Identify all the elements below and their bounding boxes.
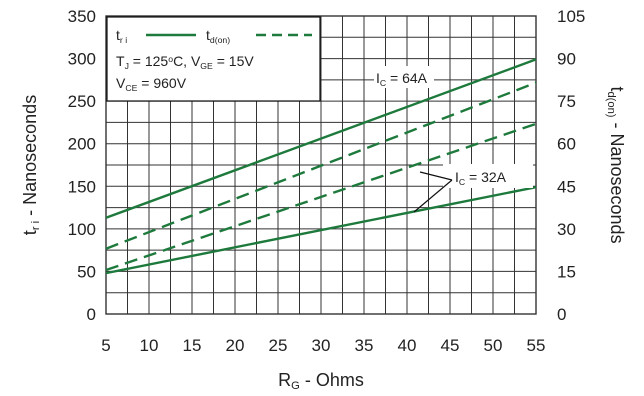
- x-tick-label: 10: [140, 336, 159, 355]
- annotation-background: [374, 66, 434, 88]
- x-tick-label: 35: [355, 336, 374, 355]
- annotations: IC = 64A IC = 32A: [374, 66, 533, 213]
- x-tick-label: 5: [101, 336, 110, 355]
- annotation-leader-line: [413, 179, 453, 213]
- legend: tr i td(on) TJ = 125oC, VGE = 15V VCE = 960…: [106, 16, 321, 102]
- y-left-tick-label: 150: [68, 177, 96, 196]
- series-lines: [105, 58, 537, 275]
- y-right-axis-title: td(on) - Nanoseconds: [605, 86, 627, 243]
- y-left-tick-label: 50: [77, 262, 96, 281]
- y-left-tick-label: 200: [68, 135, 96, 154]
- x-tick-label: 55: [527, 336, 546, 355]
- annotation-ic-64a: IC = 64A: [376, 70, 428, 88]
- legend-conditions-line: VCE = 960V: [116, 75, 187, 93]
- y-left-tick-label: 300: [68, 50, 96, 69]
- y-right-tick-label: 105: [557, 7, 585, 26]
- x-tick-label: 40: [398, 336, 417, 355]
- y-right-tick-label: 0: [557, 305, 566, 324]
- y-right-tick-label: 45: [557, 177, 576, 196]
- legend-label-tri: tr i: [116, 27, 127, 45]
- annotation-ic-32a: IC = 32A: [455, 169, 507, 187]
- y-right-tick-label: 60: [557, 135, 576, 154]
- y-right-tick-label: 75: [557, 92, 576, 111]
- axis-titles: RG - Ohms tr i - Nanoseconds td(on) - Nano…: [20, 86, 627, 392]
- y-left-tick-label: 250: [68, 92, 96, 111]
- plot-frame: [105, 15, 537, 315]
- series-line-1: [105, 58, 537, 219]
- y-right-tick-label: 15: [557, 262, 576, 281]
- y-left-tick-label: 350: [68, 7, 96, 26]
- annotation-background: [443, 164, 533, 188]
- x-tick-label: 30: [312, 336, 331, 355]
- annotation-leader-line: [419, 171, 453, 181]
- y-left-axis-title: tr i - Nanoseconds: [20, 95, 42, 235]
- legend-conditions-line: TJ = 125oC, VGE = 15V: [116, 53, 254, 71]
- x-tick-label: 15: [183, 336, 202, 355]
- x-tick-label: 50: [484, 336, 503, 355]
- y-right-tick-label: 30: [557, 220, 576, 239]
- y-left-tick-label: 0: [87, 305, 96, 324]
- legend-label-tdon: td(on): [206, 27, 230, 45]
- legend-box: [106, 16, 321, 102]
- tick-labels: 5 10 15 20 25 30 35 40 45 50 550501001502002503003…: [68, 7, 586, 355]
- series-line-4: [105, 122, 537, 272]
- y-right-tick-label: 90: [557, 50, 576, 69]
- series-line-3: [105, 81, 537, 250]
- x-axis-title: RG - Ohms: [278, 370, 364, 392]
- y-left-tick-label: 100: [68, 220, 96, 239]
- x-tick-label: 25: [269, 336, 288, 355]
- x-tick-label: 45: [441, 336, 460, 355]
- series-line-2: [105, 185, 537, 275]
- x-tick-label: 20: [226, 336, 245, 355]
